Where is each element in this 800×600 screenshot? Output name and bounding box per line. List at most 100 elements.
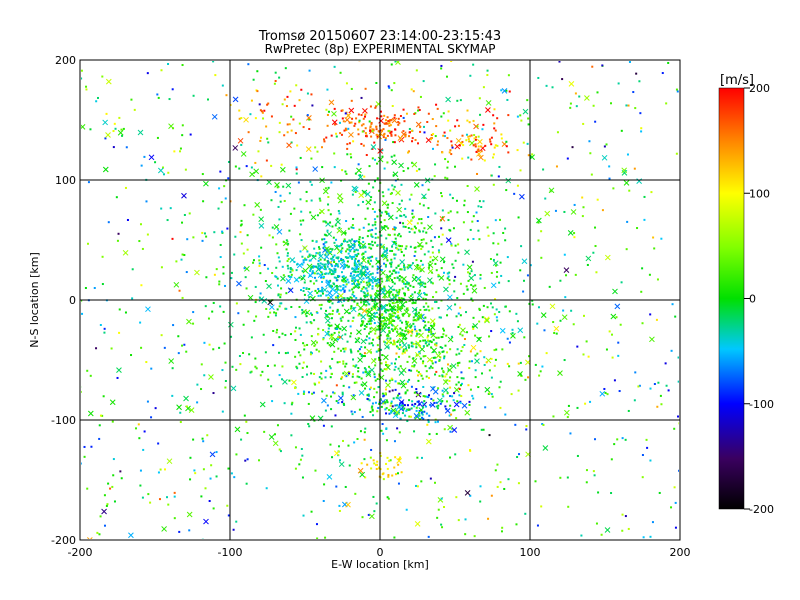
data-point — [201, 538, 204, 539]
data-point — [323, 245, 326, 248]
data-point — [399, 334, 402, 337]
data-point — [324, 536, 327, 539]
data-point — [400, 404, 403, 407]
data-point — [394, 365, 397, 368]
data-point — [323, 483, 326, 486]
data-point — [254, 161, 257, 164]
data-point — [493, 313, 496, 316]
data-point — [405, 409, 408, 412]
data-point-cross — [285, 278, 292, 284]
data-point — [457, 519, 460, 522]
data-point — [315, 348, 318, 351]
data-point — [280, 287, 283, 290]
data-point — [430, 239, 433, 242]
data-point — [288, 123, 291, 126]
data-point — [589, 152, 592, 155]
data-point — [414, 301, 417, 304]
data-point — [441, 216, 444, 219]
data-point — [311, 104, 314, 107]
data-point — [486, 306, 489, 309]
data-point — [281, 265, 284, 268]
data-point — [427, 321, 430, 324]
data-point — [385, 399, 388, 402]
data-point — [428, 309, 431, 312]
data-point — [202, 200, 205, 203]
data-point — [417, 109, 420, 112]
data-point — [403, 407, 406, 410]
data-point — [369, 410, 372, 413]
data-point — [318, 197, 321, 200]
data-point — [329, 443, 332, 446]
data-point — [270, 199, 273, 202]
data-point — [414, 250, 417, 253]
data-point — [316, 272, 319, 275]
data-point — [451, 197, 454, 200]
data-point — [382, 432, 385, 435]
data-point — [163, 346, 166, 349]
data-point — [648, 273, 651, 276]
data-point — [181, 134, 184, 137]
data-point — [411, 262, 414, 265]
data-point — [312, 282, 315, 285]
data-point — [340, 250, 343, 253]
data-point — [430, 360, 433, 363]
data-point — [413, 365, 416, 368]
data-point — [285, 307, 288, 310]
data-point — [400, 276, 403, 279]
data-point — [352, 226, 355, 229]
data-point — [370, 448, 373, 451]
data-point — [335, 132, 338, 135]
data-point-cross — [395, 61, 401, 65]
data-point — [314, 289, 317, 292]
data-point — [410, 407, 413, 410]
data-point — [442, 333, 445, 336]
data-point — [341, 247, 344, 250]
data-point — [318, 376, 321, 379]
data-point — [113, 122, 116, 125]
data-point — [416, 485, 419, 488]
data-point — [311, 270, 314, 273]
data-point — [446, 137, 449, 140]
data-point — [430, 324, 433, 327]
data-point — [370, 233, 373, 236]
data-point — [522, 141, 525, 144]
data-point — [399, 396, 402, 399]
data-point — [507, 74, 510, 77]
data-point — [443, 355, 446, 358]
data-point — [162, 173, 165, 176]
data-point — [457, 381, 460, 384]
data-point — [401, 402, 404, 405]
data-point — [344, 333, 347, 336]
data-point — [212, 61, 215, 63]
data-point — [356, 283, 359, 286]
data-point — [315, 523, 318, 526]
data-point — [536, 524, 539, 527]
data-point — [317, 290, 320, 293]
data-point — [441, 393, 444, 396]
data-point — [374, 364, 377, 367]
data-point — [366, 268, 369, 271]
data-point — [412, 322, 415, 325]
data-point — [201, 231, 204, 234]
data-point — [278, 131, 281, 134]
data-point — [335, 238, 338, 241]
data-point — [385, 439, 388, 442]
data-point — [422, 395, 425, 398]
data-point-cross — [293, 276, 300, 283]
data-point — [369, 322, 372, 325]
data-point — [409, 245, 412, 248]
data-point — [397, 314, 400, 317]
data-point — [399, 115, 402, 118]
data-point — [469, 228, 472, 231]
data-point-cross — [357, 275, 364, 282]
data-point — [344, 280, 347, 283]
data-point — [479, 485, 482, 488]
data-point — [488, 369, 491, 372]
data-point — [371, 285, 374, 288]
data-point — [427, 376, 430, 379]
data-point — [470, 283, 473, 286]
data-point — [233, 476, 236, 479]
data-point — [101, 414, 104, 417]
data-point — [333, 267, 336, 270]
data-point — [416, 298, 419, 301]
